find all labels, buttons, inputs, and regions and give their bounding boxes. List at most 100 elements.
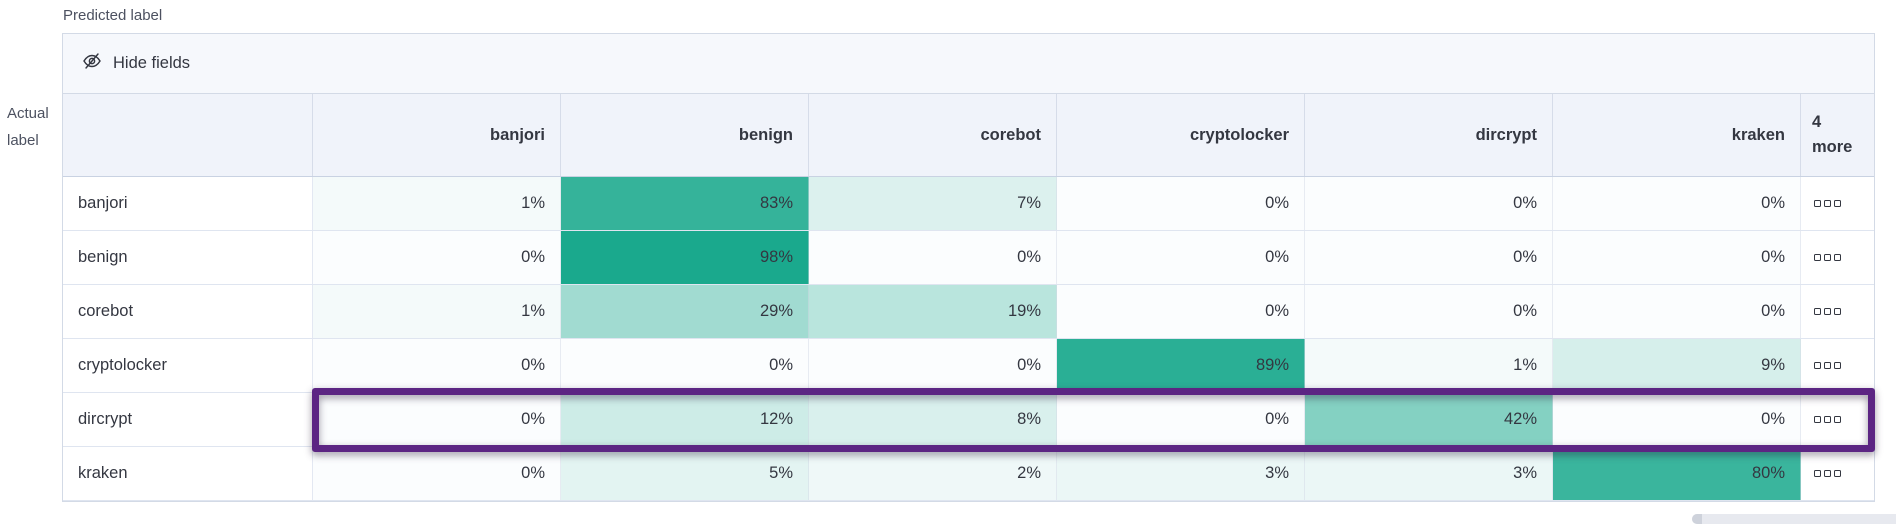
cell-banjori-corebot[interactable]: 7% bbox=[809, 177, 1057, 230]
dot bbox=[1824, 470, 1831, 477]
column-header-cryptolocker[interactable]: cryptolocker bbox=[1057, 94, 1305, 176]
boxes-horizontal-icon bbox=[1814, 200, 1841, 207]
row-actions-cryptolocker[interactable] bbox=[1801, 339, 1874, 392]
dot bbox=[1814, 200, 1821, 207]
table-row-dircrypt: dircrypt 0% 12% 8% 0% 42% 0% bbox=[63, 388, 1875, 452]
cell-banjori-cryptolocker[interactable]: 0% bbox=[1057, 177, 1305, 230]
dot bbox=[1814, 254, 1821, 261]
dot bbox=[1834, 254, 1841, 261]
row-label-dircrypt: dircrypt bbox=[63, 393, 313, 446]
column-header-banjori[interactable]: banjori bbox=[313, 94, 561, 176]
column-header-kraken[interactable]: kraken bbox=[1553, 94, 1801, 176]
dot bbox=[1834, 416, 1841, 423]
cell-kraken-kraken[interactable]: 80% bbox=[1553, 447, 1801, 500]
cell-kraken-dircrypt[interactable]: 3% bbox=[1305, 447, 1553, 500]
grid-body: banjori 1% 83% 7% 0% 0% 0% benign 0% 98% 0% 0% 0% 0% c… bbox=[63, 177, 1875, 501]
row-actions-kraken[interactable] bbox=[1801, 447, 1874, 500]
table-row-corebot: corebot 1% 29% 19% 0% 0% 0% bbox=[63, 285, 1874, 339]
header-row: banjori benign corebot cryptolocker dircrypt… bbox=[63, 94, 1874, 177]
dot bbox=[1834, 200, 1841, 207]
row-label-cryptolocker: cryptolocker bbox=[63, 339, 313, 392]
boxes-horizontal-icon bbox=[1814, 416, 1841, 423]
table-row-kraken: kraken 0% 5% 2% 3% 3% 80% bbox=[63, 447, 1874, 501]
dot bbox=[1824, 416, 1831, 423]
cell-dircrypt-dircrypt[interactable]: 42% bbox=[1305, 393, 1553, 446]
row-label-banjori: banjori bbox=[63, 177, 313, 230]
cell-dircrypt-benign[interactable]: 12% bbox=[561, 393, 809, 446]
row-label-benign: benign bbox=[63, 231, 313, 284]
column-header-dircrypt[interactable]: dircrypt bbox=[1305, 94, 1553, 176]
row-label-corebot: corebot bbox=[63, 285, 313, 338]
more-count: 4 bbox=[1812, 113, 1822, 131]
cell-cryptolocker-kraken[interactable]: 9% bbox=[1553, 339, 1801, 392]
boxes-horizontal-icon bbox=[1814, 362, 1841, 369]
cell-banjori-banjori[interactable]: 1% bbox=[313, 177, 561, 230]
dot bbox=[1834, 308, 1841, 315]
column-header-corebot[interactable]: corebot bbox=[809, 94, 1057, 176]
cell-corebot-dircrypt[interactable]: 0% bbox=[1305, 285, 1553, 338]
hide-fields-label: Hide fields bbox=[113, 54, 191, 72]
row-label-kraken: kraken bbox=[63, 447, 313, 500]
cell-benign-benign[interactable]: 98% bbox=[561, 231, 809, 284]
cell-benign-banjori[interactable]: 0% bbox=[313, 231, 561, 284]
cell-kraken-benign[interactable]: 5% bbox=[561, 447, 809, 500]
cell-benign-dircrypt[interactable]: 0% bbox=[1305, 231, 1553, 284]
dot bbox=[1824, 362, 1831, 369]
scrollbar-thumb[interactable] bbox=[1692, 514, 1702, 524]
cell-cryptolocker-cryptolocker[interactable]: 89% bbox=[1057, 339, 1305, 392]
more-word: more bbox=[1812, 138, 1853, 156]
cell-corebot-kraken[interactable]: 0% bbox=[1553, 285, 1801, 338]
dot bbox=[1824, 254, 1831, 261]
hide-fields-button[interactable]: Hide fields bbox=[82, 51, 190, 76]
cell-dircrypt-cryptolocker[interactable]: 0% bbox=[1057, 393, 1305, 446]
row-actions-corebot[interactable] bbox=[1801, 285, 1874, 338]
eye-closed-icon bbox=[82, 51, 102, 76]
cell-corebot-cryptolocker[interactable]: 0% bbox=[1057, 285, 1305, 338]
cell-corebot-banjori[interactable]: 1% bbox=[313, 285, 561, 338]
cell-cryptolocker-banjori[interactable]: 0% bbox=[313, 339, 561, 392]
dot bbox=[1824, 308, 1831, 315]
column-header-benign[interactable]: benign bbox=[561, 94, 809, 176]
actual-label-line2: label bbox=[7, 132, 39, 149]
grid-toolbar: Hide fields bbox=[63, 34, 1874, 94]
predicted-label: Predicted label bbox=[63, 7, 163, 24]
cell-cryptolocker-benign[interactable]: 0% bbox=[561, 339, 809, 392]
cell-kraken-cryptolocker[interactable]: 3% bbox=[1057, 447, 1305, 500]
cell-corebot-benign[interactable]: 29% bbox=[561, 285, 809, 338]
dot bbox=[1824, 200, 1831, 207]
dot bbox=[1834, 362, 1841, 369]
horizontal-scrollbar[interactable] bbox=[1692, 514, 1896, 524]
row-actions-banjori[interactable] bbox=[1801, 177, 1874, 230]
actual-label: Actual label bbox=[7, 100, 63, 154]
actual-label-line1: Actual bbox=[7, 105, 49, 122]
cell-banjori-dircrypt[interactable]: 0% bbox=[1305, 177, 1553, 230]
dot bbox=[1834, 470, 1841, 477]
cell-dircrypt-banjori[interactable]: 0% bbox=[313, 393, 561, 446]
boxes-horizontal-icon bbox=[1814, 254, 1841, 261]
cell-benign-cryptolocker[interactable]: 0% bbox=[1057, 231, 1305, 284]
cell-banjori-benign[interactable]: 83% bbox=[561, 177, 809, 230]
cell-kraken-banjori[interactable]: 0% bbox=[313, 447, 561, 500]
dot bbox=[1814, 470, 1821, 477]
cell-banjori-kraken[interactable]: 0% bbox=[1553, 177, 1801, 230]
row-actions-benign[interactable] bbox=[1801, 231, 1874, 284]
cell-benign-kraken[interactable]: 0% bbox=[1553, 231, 1801, 284]
cell-kraken-corebot[interactable]: 2% bbox=[809, 447, 1057, 500]
cell-corebot-corebot[interactable]: 19% bbox=[809, 285, 1057, 338]
cell-dircrypt-kraken[interactable]: 0% bbox=[1553, 393, 1801, 446]
table-row-benign: benign 0% 98% 0% 0% 0% 0% bbox=[63, 231, 1874, 285]
table-row-cryptolocker: cryptolocker 0% 0% 0% 89% 1% 9% bbox=[63, 339, 1874, 393]
cell-cryptolocker-dircrypt[interactable]: 1% bbox=[1305, 339, 1553, 392]
dot bbox=[1814, 416, 1821, 423]
column-header-more[interactable]: 4 more bbox=[1801, 94, 1874, 176]
cell-cryptolocker-corebot[interactable]: 0% bbox=[809, 339, 1057, 392]
row-actions-dircrypt[interactable] bbox=[1801, 393, 1874, 446]
cell-benign-corebot[interactable]: 0% bbox=[809, 231, 1057, 284]
cell-dircrypt-corebot[interactable]: 8% bbox=[809, 393, 1057, 446]
dot bbox=[1814, 362, 1821, 369]
confusion-matrix-grid: Hide fields banjori benign corebot cryptolo… bbox=[62, 33, 1875, 502]
table-row-banjori: banjori 1% 83% 7% 0% 0% 0% bbox=[63, 177, 1874, 231]
dot bbox=[1814, 308, 1821, 315]
boxes-horizontal-icon bbox=[1814, 470, 1841, 477]
boxes-horizontal-icon bbox=[1814, 308, 1841, 315]
